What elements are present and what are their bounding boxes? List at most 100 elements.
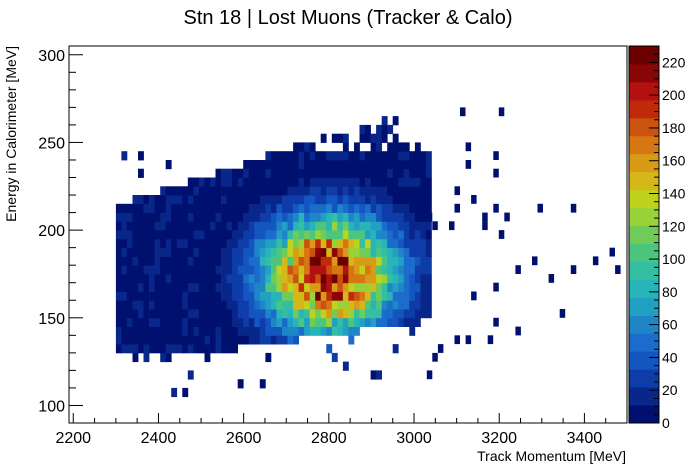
heatmap-cell [342,326,349,336]
heatmap-cell [198,291,205,301]
heatmap-cell [409,247,416,257]
heatmap-cell [121,344,128,354]
heatmap-cell [498,107,505,117]
heatmap-cell [243,317,250,327]
heatmap-cell [259,300,266,310]
heatmap-cell [265,317,272,327]
heatmap-cell [370,256,377,266]
heatmap-cell [182,335,189,345]
heatmap-cell [210,317,216,327]
heatmap-cell [425,177,432,187]
heatmap-cell [171,265,178,275]
heatmap-cell [342,203,349,213]
heatmap-cell [282,168,288,178]
heatmap-cell [342,133,349,143]
y-tick-label: 150 [38,311,65,328]
heatmap-cell [198,230,205,240]
heatmap-cell [270,317,277,327]
heatmap-cell [425,151,432,161]
heatmap-cell [326,309,333,319]
heatmap-cell [154,203,161,213]
color-scale-step [629,99,659,119]
heatmap-cell [254,195,261,205]
heatmap-cell [132,203,139,213]
color-scale-step [629,63,659,83]
heatmap-cell [320,282,327,292]
heatmap-cell [398,291,405,301]
heatmap-cell [138,151,144,161]
heatmap-cell [365,300,371,310]
heatmap-cell [315,151,322,161]
x-tick-label: 3200 [481,430,517,447]
heatmap-cell [160,203,167,213]
heatmap-cell [460,107,466,117]
heatmap-cell [293,291,299,301]
heatmap-cell [276,212,283,222]
heatmap-cell [348,309,355,319]
heatmap-cell [298,142,305,152]
heatmap-cell [176,274,183,284]
heatmap-cell [326,317,333,327]
heatmap-cell [615,265,621,274]
heatmap-cell [154,221,161,231]
heatmap-cell [176,247,183,257]
heatmap-cell [132,221,139,231]
heatmap-cell [326,238,333,249]
heatmap-cell [270,168,277,178]
heatmap-cell [121,317,128,327]
color-scale-label: 40 [662,349,678,365]
heatmap-cell [237,203,244,213]
heatmap-cell [221,247,227,257]
heatmap-cell [354,274,360,284]
heatmap-cell [315,274,322,284]
heatmap-cell [282,230,288,240]
heatmap-cell [342,317,349,327]
heatmap-cell [210,256,216,266]
heatmap-cell [376,247,382,257]
heatmap-cell [215,300,222,310]
color-scale-step [629,351,659,370]
heatmap-cell [254,247,261,257]
heatmap-cell [287,151,294,161]
heatmap-cell [282,151,288,161]
heatmap-cell [254,177,261,187]
x-axis: 2200 2400 2600 2800 3000 3200 3400 [55,413,628,447]
heatmap-cell [270,291,277,301]
heatmap-cell [376,212,382,222]
heatmap-cell [342,195,349,205]
heatmap-cell [315,168,322,178]
heatmap-cell [359,160,366,170]
heatmap-cell [331,326,338,336]
heatmap-cell [392,344,399,354]
heatmap-cell [171,282,178,292]
heatmap-cell [409,195,416,205]
heatmap-cell [381,212,388,222]
heatmap-cell [282,212,288,222]
heatmap-cell [381,247,388,257]
heatmap-cell [265,186,272,196]
heatmap-cell [320,133,327,143]
heatmap-cell [337,186,344,196]
heatmap-cell [270,256,277,266]
heatmap-cell [237,300,244,310]
heatmap-cell [287,221,294,231]
heatmap-cell [326,221,333,231]
heatmap-cell [243,221,250,231]
heatmap-cell [315,186,322,196]
color-scale-step [629,279,659,298]
heatmap-cell [165,317,172,327]
heatmap-cell [143,326,150,336]
heatmap-cell [348,300,355,310]
heatmap-cell [293,309,299,319]
heatmap-cell [182,291,189,301]
heatmap-cell [182,309,189,319]
heatmap-cell [226,247,233,257]
heatmap-cell [337,265,344,275]
heatmap-cell [414,291,421,301]
heatmap-cell [210,335,216,345]
color-scale-step [629,189,659,209]
heatmap-cell [315,309,322,319]
heatmap-cell [232,256,238,266]
heatmap-cell [276,265,283,275]
heatmap-cell [392,168,399,178]
